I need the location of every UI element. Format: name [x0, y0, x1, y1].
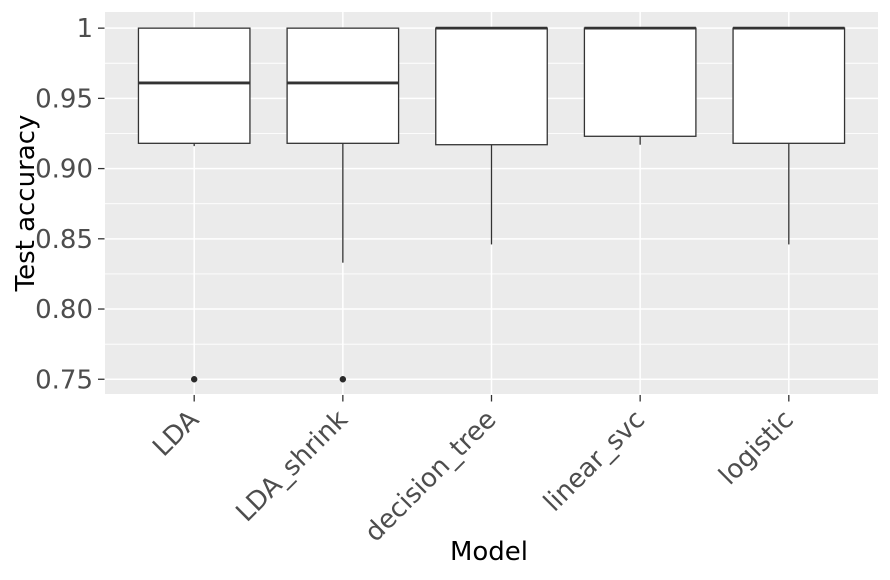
boxplot-decision_tree [435, 26, 548, 245]
box-iqr [732, 27, 846, 144]
box-iqr [286, 27, 400, 144]
y-tick-label: 0.80 [35, 295, 93, 325]
y-tick-label: 1 [76, 14, 93, 44]
box-iqr [137, 27, 251, 144]
y-axis-title: Test accuracy [11, 114, 41, 292]
x-axis-title: Model [449, 537, 529, 567]
x-tick-label: decision_tree [359, 405, 502, 548]
boxplot-linear_svc [583, 26, 697, 145]
x-tick-label: linear_svc [538, 405, 651, 518]
box-iqr [583, 27, 697, 137]
y-tick-label: 0.85 [35, 225, 93, 255]
x-tick-label: logistic [713, 405, 799, 491]
y-tick-label: 0.75 [35, 365, 93, 395]
outlier-point [339, 376, 347, 383]
boxplot-logistic [732, 26, 846, 245]
outlier-point [190, 376, 198, 383]
x-tick-label: LDA_shrink [231, 405, 354, 528]
x-tick-label: LDA [147, 405, 205, 463]
box-iqr [435, 27, 548, 146]
y-tick-label: 0.90 [35, 155, 93, 185]
boxplot-LDA_shrink [286, 27, 400, 383]
boxplot-LDA [137, 27, 251, 383]
y-tick-label: 0.95 [35, 84, 93, 114]
